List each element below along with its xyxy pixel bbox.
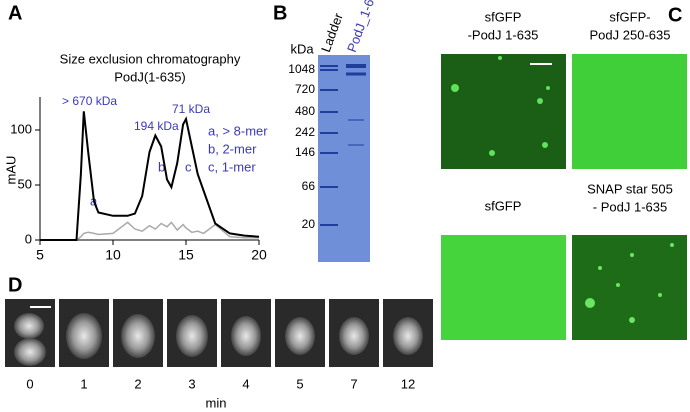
annotation: b, 2-mer xyxy=(208,141,257,156)
markers: 1048 720 480 242 146 66 20 xyxy=(288,62,315,231)
x-tick-label: 5 xyxy=(36,247,44,263)
marker-label: 146 xyxy=(295,145,315,159)
cell xyxy=(121,314,155,358)
marker-label: 20 xyxy=(302,217,316,231)
time-label: 5 xyxy=(296,376,303,391)
annotation: c, 1-mer xyxy=(208,159,256,174)
cell xyxy=(176,315,208,357)
panel-label: B xyxy=(273,2,287,24)
y-tick-label: 50 xyxy=(18,176,32,191)
annotation: c xyxy=(185,159,192,174)
lane-label: Ladder xyxy=(318,10,346,54)
captions: sfGFP -PodJ 1-635 sfGFP- PodJ 250-635 sfGFP S… xyxy=(468,9,673,214)
marker-label: 720 xyxy=(295,82,315,96)
unit: min xyxy=(206,395,227,410)
annotation: b xyxy=(158,159,165,174)
panel-label: D xyxy=(8,274,22,296)
image xyxy=(441,54,566,169)
puncta xyxy=(585,243,674,323)
cell xyxy=(285,317,315,355)
image xyxy=(572,235,687,340)
gel-bands xyxy=(320,64,366,226)
annotation: > 670 kDa xyxy=(62,94,117,108)
time-label: 7 xyxy=(350,376,357,391)
caption: PodJ 250-635 xyxy=(590,27,671,42)
time-label: 4 xyxy=(242,376,249,391)
caption: SNAP star 505 xyxy=(587,181,673,196)
marker-label: 1048 xyxy=(288,62,315,76)
caption: sfGFP xyxy=(485,9,522,24)
y-tick-label: 100 xyxy=(10,121,32,136)
cell xyxy=(339,317,369,355)
time-label: 2 xyxy=(134,376,141,391)
panel-label: C xyxy=(668,4,682,26)
cell xyxy=(393,317,423,355)
time-label: 12 xyxy=(401,376,415,391)
annotation: 71 kDa xyxy=(172,102,210,116)
image xyxy=(572,54,687,169)
time-label: 1 xyxy=(80,376,87,391)
annotation: a, > 8-mer xyxy=(208,123,268,138)
line xyxy=(40,111,260,241)
cell xyxy=(14,338,46,366)
lane-label: PodJ_1-635 xyxy=(344,0,382,54)
caption: sfGFP xyxy=(485,198,522,213)
unit: kDa xyxy=(290,41,314,56)
gel xyxy=(318,55,370,262)
cell xyxy=(66,313,102,359)
frames: 0 1 2 3 4 5 7 12 xyxy=(5,299,433,391)
marker-label: 242 xyxy=(295,125,315,139)
chart-subtitle: PodJ(1-635) xyxy=(114,69,186,84)
y-axis-label: mAU xyxy=(3,156,18,185)
time-label: 0 xyxy=(26,376,33,391)
x-tick-label: 20 xyxy=(251,247,267,263)
cell xyxy=(231,316,261,356)
plot: 0 50 100 5 10 15 20 xyxy=(10,97,267,263)
x-tick-label: 15 xyxy=(178,247,194,263)
chart-title: Size exclusion chromatography xyxy=(60,51,241,66)
marker-label: 66 xyxy=(302,179,316,193)
caption: - PodJ 1-635 xyxy=(593,199,667,214)
image xyxy=(441,235,566,340)
annotation: 194 kDa xyxy=(134,119,179,133)
marker-label: 480 xyxy=(295,104,315,118)
line xyxy=(40,221,259,241)
time-label: 3 xyxy=(188,376,195,391)
x-tick-label: 10 xyxy=(105,247,121,263)
y-tick-label: 0 xyxy=(25,231,32,246)
cell xyxy=(14,313,44,339)
panel-label: A xyxy=(8,2,22,24)
puncta xyxy=(451,56,550,156)
caption: -PodJ 1-635 xyxy=(468,27,539,42)
caption: sfGFP- xyxy=(609,9,650,24)
